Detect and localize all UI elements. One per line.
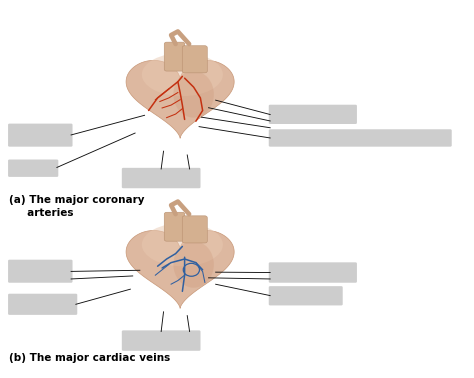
PathPatch shape <box>126 60 234 138</box>
FancyBboxPatch shape <box>8 260 73 283</box>
FancyBboxPatch shape <box>269 286 343 305</box>
Ellipse shape <box>142 53 223 96</box>
FancyBboxPatch shape <box>122 330 201 351</box>
FancyBboxPatch shape <box>269 129 452 147</box>
PathPatch shape <box>126 231 234 308</box>
FancyBboxPatch shape <box>122 168 201 188</box>
Text: (b) The major cardiac veins: (b) The major cardiac veins <box>9 353 171 363</box>
FancyBboxPatch shape <box>8 124 73 147</box>
Ellipse shape <box>173 241 214 288</box>
FancyBboxPatch shape <box>182 46 207 73</box>
Ellipse shape <box>142 223 223 266</box>
FancyBboxPatch shape <box>182 216 207 243</box>
Ellipse shape <box>173 71 214 118</box>
FancyBboxPatch shape <box>269 262 357 283</box>
Text: (a) The major coronary
     arteries: (a) The major coronary arteries <box>9 195 145 218</box>
FancyBboxPatch shape <box>269 105 357 124</box>
FancyBboxPatch shape <box>164 212 185 241</box>
FancyBboxPatch shape <box>8 160 58 177</box>
FancyBboxPatch shape <box>8 294 77 315</box>
FancyBboxPatch shape <box>164 42 185 71</box>
